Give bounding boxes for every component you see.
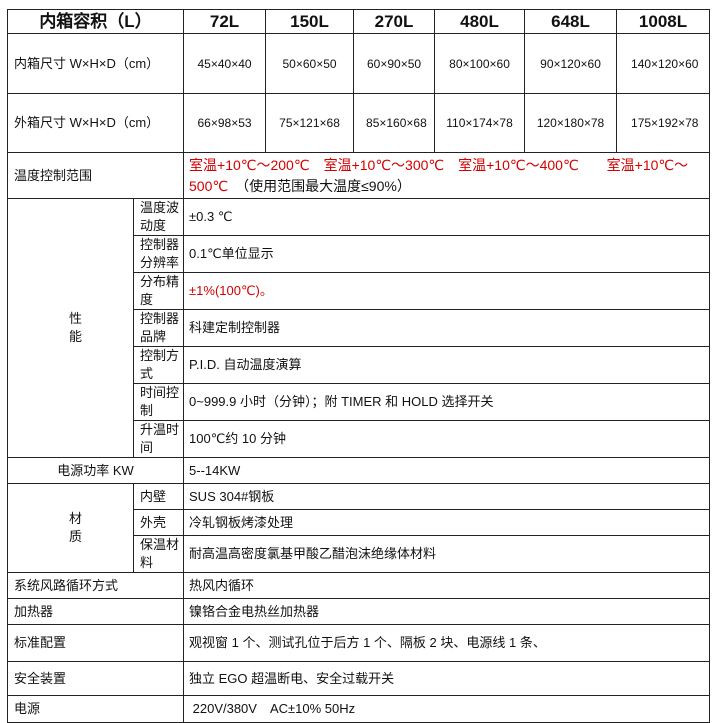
perf-value: 100℃约 10 分钟: [183, 420, 711, 458]
material-group: 材质: [7, 483, 134, 573]
spec-value: 独立 EGO 超温断电、安全过载开关: [183, 661, 711, 696]
spec-label: 电源: [6, 695, 185, 723]
cell: 66×98×53: [183, 93, 267, 153]
perf-label: 分布精度: [132, 272, 185, 310]
material-label: 保温材料: [132, 535, 185, 573]
inner-size-label: 内箱尺寸 W×H×D（cm）: [6, 33, 185, 94]
performance-group: 性能: [7, 198, 134, 458]
spec-value: 观视窗 1 个、测试孔位于后方 1 个、隔板 2 块、电源线 1 条、: [183, 624, 711, 662]
spec-label: 标准配置: [6, 624, 185, 662]
cell: 45×40×40: [183, 33, 267, 94]
cell: 60×90×50: [353, 33, 436, 94]
perf-value: ±0.3 ℃: [183, 198, 711, 236]
cell: 140×120×60: [616, 33, 711, 94]
spec-table: 内箱容积（L） 72L 150L 270L 480L 648L 1008L 内箱…: [6, 9, 711, 723]
spec-value: 镍铬合金电热丝加热器: [183, 598, 711, 625]
power-kw-label: 电源功率 KW: [6, 457, 185, 484]
cell: 80×100×60: [434, 33, 526, 94]
outer-size-row: 外箱尺寸 W×H×D（cm） 66×98×53 75×121×68 85×160…: [6, 93, 711, 153]
cell: 110×174×78: [434, 93, 526, 153]
perf-label: 控制器品牌: [132, 309, 185, 347]
perf-value: 科建定制控制器: [183, 309, 711, 347]
perf-value: 0.1℃单位显示: [183, 235, 711, 273]
model-header: 648L: [524, 9, 618, 34]
material-value: 耐高温高密度氯基甲酸乙醋泡沫绝缘体材料: [183, 535, 711, 573]
capacity-header: 内箱容积（L）: [6, 9, 185, 34]
spec-value: 热风内循环: [183, 572, 711, 599]
perf-row: 性能 温度波动度 ±0.3 ℃: [7, 198, 711, 458]
material-label: 外壳: [132, 509, 185, 536]
temp-range-label: 温度控制范围: [6, 152, 185, 199]
model-header: 480L: [434, 9, 526, 34]
temp-range-value: 室温+10℃～200℃ 室温+10℃～300℃ 室温+10℃～400℃ 室温+1…: [189, 156, 689, 194]
cell: 75×121×68: [265, 93, 355, 153]
cell: 175×192×78: [616, 93, 711, 153]
cell: 120×180×78: [524, 93, 618, 153]
perf-label: 升温时间: [132, 420, 185, 458]
cell: 85×160×68: [353, 93, 436, 153]
perf-value: ±1%(100℃)。: [183, 272, 711, 310]
header-row: 内箱容积（L） 72L 150L 270L 480L 648L 1008L: [6, 9, 711, 34]
spec-label: 安全装置: [6, 661, 185, 696]
temp-range-note: （使用范围最大温度≤90%）: [228, 177, 411, 194]
spec-label: 加热器: [6, 598, 185, 625]
spec-value: 220V/380V AC±10% 50Hz: [183, 695, 711, 723]
material-value: 冷轧钢板烤漆处理: [183, 509, 711, 536]
model-header: 1008L: [616, 9, 711, 34]
inner-size-row: 内箱尺寸 W×H×D（cm） 45×40×40 50×60×50 60×90×5…: [6, 33, 711, 94]
spec-label: 系统风路循环方式: [6, 572, 185, 599]
cell: 50×60×50: [265, 33, 355, 94]
model-header: 270L: [353, 9, 436, 34]
material-value: SUS 304#钢板: [183, 483, 711, 510]
perf-value: 0~999.9 小时（分钟）；附 TIMER 和 HOLD 选择开关: [183, 383, 711, 421]
perf-value: P.I.D. 自动温度演算: [183, 346, 711, 384]
perf-label: 控制器分辨率: [132, 235, 185, 273]
cell: 90×120×60: [524, 33, 618, 94]
model-header: 150L: [265, 9, 355, 34]
model-header: 72L: [183, 9, 267, 34]
outer-size-label: 外箱尺寸 W×H×D（cm）: [6, 93, 185, 153]
power-kw-value: 5--14KW: [183, 457, 711, 484]
temp-range-row: 温度控制范围 室温+10℃～200℃ 室温+10℃～300℃ 室温+10℃～40…: [6, 152, 711, 199]
perf-label: 温度波动度: [132, 198, 185, 236]
material-label: 内壁: [132, 483, 185, 510]
perf-label: 时间控制: [132, 383, 185, 421]
power-kw-row: 电源功率 KW 5--14KW: [6, 457, 711, 484]
perf-label: 控制方式: [132, 346, 185, 384]
